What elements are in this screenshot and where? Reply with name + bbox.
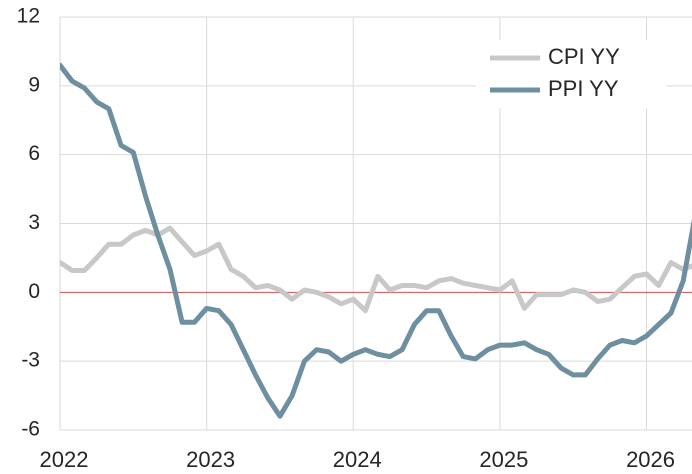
y-tick-label: 0 [28, 280, 40, 303]
legend: CPI YY PPI YY [476, 40, 666, 108]
series-line [60, 225, 692, 314]
y-tick-label: -3 [21, 349, 40, 372]
plot-area [60, 62, 692, 419]
x-tick-label: 2024 [333, 447, 382, 472]
y-tick-label: 9 [28, 73, 40, 96]
legend-box [476, 40, 666, 108]
legend-label: PPI YY [548, 76, 619, 101]
legend-label: CPI YY [548, 44, 620, 69]
y-tick-label: 6 [28, 142, 40, 165]
y-tick-label: 12 [17, 5, 40, 28]
x-tick-label: 2025 [479, 447, 528, 472]
x-tick-label: 2026 [626, 447, 675, 472]
x-tick-label: 2022 [40, 447, 89, 472]
x-tick-label: 2023 [186, 447, 235, 472]
series-line [60, 62, 692, 419]
y-tick-label: 3 [28, 211, 40, 234]
y-tick-label: -6 [21, 418, 40, 441]
